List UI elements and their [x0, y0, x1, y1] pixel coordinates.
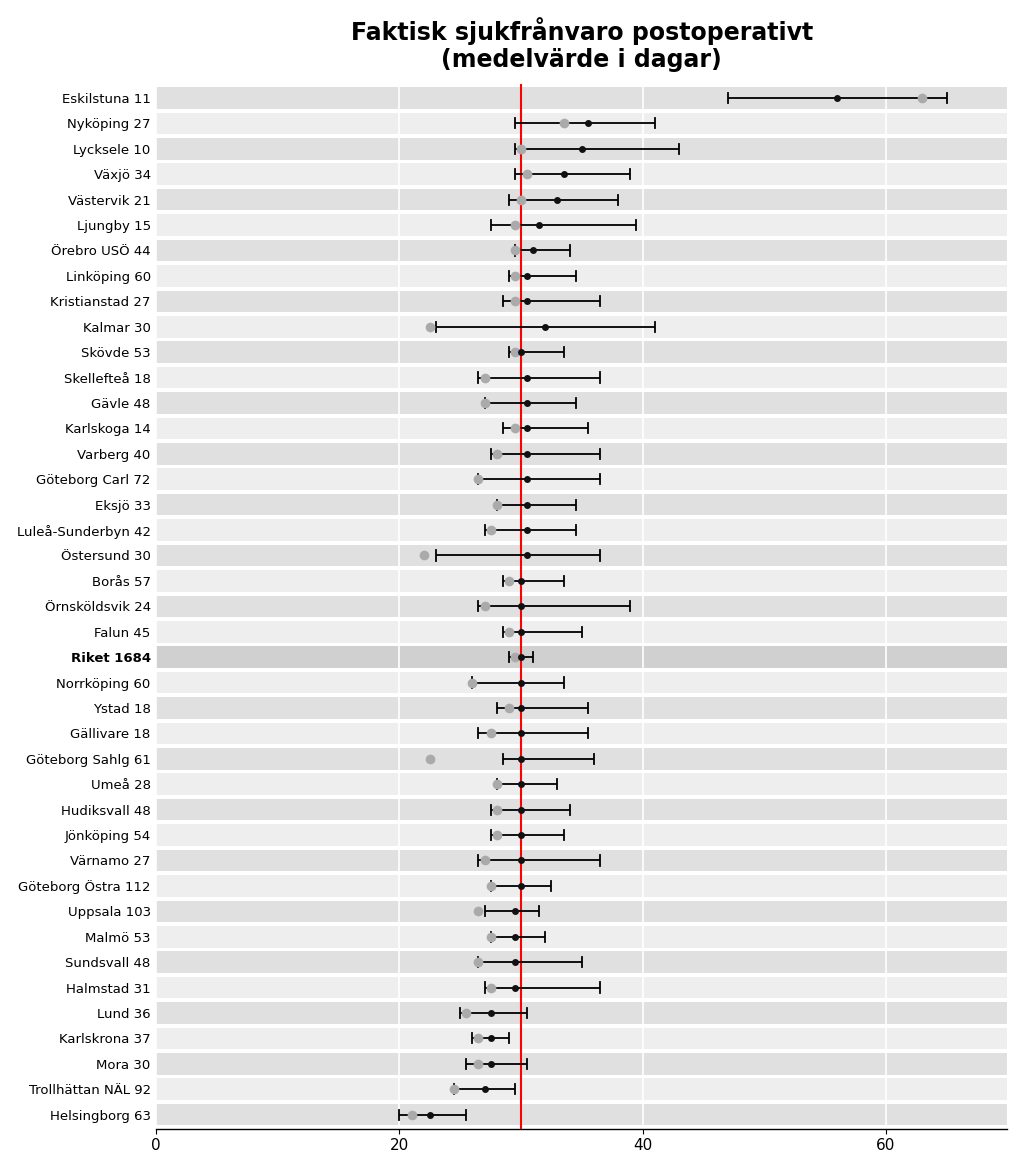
Bar: [157, 723, 1008, 744]
Bar: [157, 545, 1008, 566]
Bar: [157, 290, 1008, 312]
Bar: [157, 1079, 1008, 1100]
Title: Faktisk sjukfrånvaro postoperativt
(medelvärde i dagar): Faktisk sjukfrånvaro postoperativt (mede…: [350, 16, 813, 73]
Bar: [157, 392, 1008, 414]
Bar: [157, 570, 1008, 592]
Bar: [157, 977, 1008, 998]
Bar: [157, 951, 1008, 973]
Bar: [157, 646, 1008, 668]
Bar: [157, 188, 1008, 211]
Bar: [157, 849, 1008, 872]
Bar: [157, 214, 1008, 236]
Bar: [157, 773, 1008, 796]
Bar: [157, 112, 1008, 135]
Bar: [157, 164, 1008, 185]
Bar: [157, 925, 1008, 948]
Bar: [157, 672, 1008, 694]
Bar: [157, 240, 1008, 261]
Bar: [157, 621, 1008, 642]
Bar: [157, 748, 1008, 770]
Bar: [157, 875, 1008, 896]
Bar: [157, 138, 1008, 159]
Bar: [157, 266, 1008, 287]
Bar: [157, 519, 1008, 541]
Bar: [157, 1027, 1008, 1049]
Bar: [157, 342, 1008, 363]
Bar: [157, 901, 1008, 922]
Bar: [157, 824, 1008, 846]
Bar: [157, 88, 1008, 109]
Bar: [157, 366, 1008, 388]
Bar: [157, 494, 1008, 516]
Bar: [157, 596, 1008, 617]
Bar: [157, 1003, 1008, 1024]
Bar: [157, 646, 1008, 668]
Bar: [157, 418, 1008, 439]
Bar: [157, 468, 1008, 490]
Bar: [157, 316, 1008, 337]
Bar: [157, 1053, 1008, 1074]
Bar: [157, 799, 1008, 820]
Bar: [157, 443, 1008, 464]
Bar: [157, 697, 1008, 718]
Bar: [157, 1103, 1008, 1126]
